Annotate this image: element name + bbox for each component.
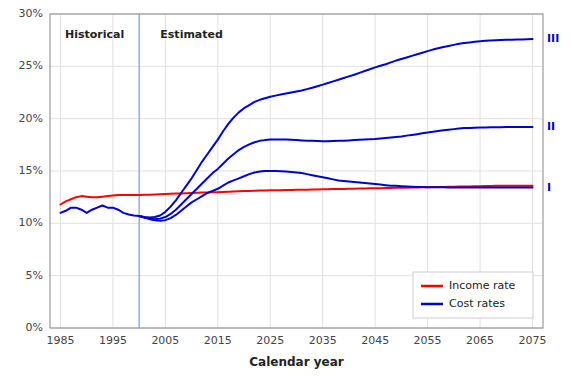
y-grid-line <box>50 66 543 67</box>
legend-label: Cost rates <box>449 297 505 310</box>
y-tick-label: 5% <box>26 269 43 282</box>
x-tick-label: 2035 <box>309 334 337 347</box>
y-grid-line <box>50 171 543 172</box>
y-tick-label: 0% <box>26 321 43 334</box>
x-grid-line <box>322 14 323 328</box>
data-layer <box>60 14 532 328</box>
series-line <box>139 39 532 217</box>
x-grid-line <box>60 14 61 328</box>
series-line <box>139 127 532 219</box>
grid <box>50 14 543 328</box>
x-grid-line <box>165 14 166 328</box>
series-line <box>60 195 139 204</box>
legend: Income rate Cost rates <box>413 272 533 318</box>
x-tick-label: 2005 <box>151 334 179 347</box>
y-tick-label: 15% <box>19 164 43 177</box>
plot-frame <box>50 14 543 328</box>
legend-box <box>413 272 533 318</box>
y-grid-line <box>50 118 543 119</box>
x-tick-label: 2045 <box>361 334 389 347</box>
series-label: I <box>547 181 551 194</box>
x-axis-label: Calendar year <box>249 355 344 369</box>
y-tick-label: 25% <box>19 59 43 72</box>
y-tick-label: 30% <box>19 7 43 20</box>
y-grid-line <box>50 223 543 224</box>
y-tick-label: 20% <box>19 112 43 125</box>
x-tick-label: 2025 <box>256 334 284 347</box>
series-label: II <box>547 120 555 133</box>
series-line <box>60 206 139 216</box>
x-tick-label: 2075 <box>519 334 547 347</box>
y-tick-label: 10% <box>19 216 43 229</box>
series-line <box>139 171 532 221</box>
legend-swatch <box>421 303 443 306</box>
plot-area <box>50 14 543 328</box>
x-grid-line <box>375 14 376 328</box>
x-tick-label: 1985 <box>46 334 74 347</box>
divider-line <box>139 14 140 328</box>
legend-swatch <box>421 285 443 288</box>
x-grid-line <box>217 14 218 328</box>
annotation: Estimated <box>160 28 223 41</box>
legend-label: Income rate <box>449 279 516 292</box>
x-tick-label: 2065 <box>466 334 494 347</box>
annotation: Historical <box>65 28 124 41</box>
x-tick-label: 1995 <box>99 334 127 347</box>
x-tick-label: 2055 <box>414 334 442 347</box>
x-grid-line <box>112 14 113 328</box>
x-tick-label: 2015 <box>204 334 232 347</box>
chart: 0% 5% 10% 15% 20% 25% 30% 1985 1995 2005 2015 2025 2… <box>0 0 573 376</box>
series-label: III <box>547 32 559 45</box>
